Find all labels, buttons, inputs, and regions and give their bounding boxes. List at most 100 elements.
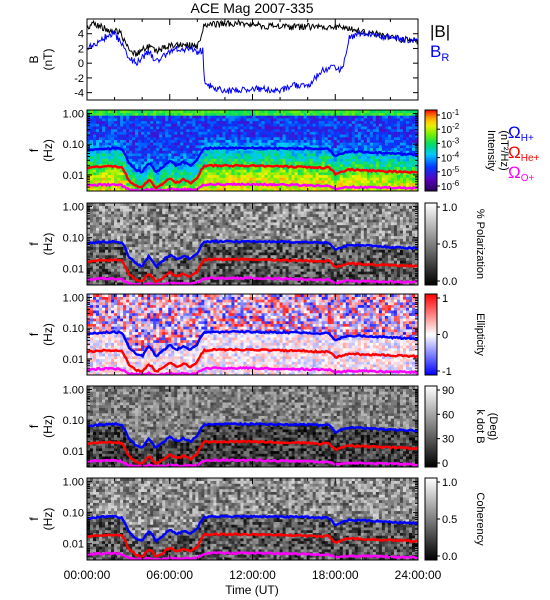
heatmap-cell <box>192 257 196 261</box>
heatmap-cell <box>165 260 169 264</box>
heatmap-cell <box>318 134 323 138</box>
heatmap-cell <box>357 120 362 124</box>
heatmap-cell <box>159 213 163 217</box>
heatmap-cell <box>225 155 229 159</box>
heatmap-cell <box>387 147 392 151</box>
heatmap-cell <box>183 139 187 143</box>
heatmap-cell <box>318 150 323 154</box>
heatmap-cell <box>141 134 145 138</box>
heatmap-cell <box>129 260 133 264</box>
heatmap-cell <box>399 115 404 119</box>
heatmap-cell <box>408 161 413 165</box>
heatmap-cell <box>99 145 103 149</box>
heatmap-cell <box>333 177 338 181</box>
heatmap-cell <box>378 126 383 130</box>
heatmap-cell <box>264 180 268 184</box>
heatmap-cell <box>87 230 91 234</box>
heatmap-cell <box>177 185 181 189</box>
heatmap-cell <box>273 161 277 165</box>
heatmap-cell <box>90 185 94 189</box>
heatmap-cell <box>300 172 304 176</box>
heatmap-cell <box>375 123 380 127</box>
heatmap-cell <box>186 182 190 186</box>
heatmap-cell <box>87 219 91 223</box>
heatmap-cell <box>96 274 100 278</box>
heatmap-cell <box>168 263 172 267</box>
heatmap-cell <box>270 185 274 189</box>
heatmap-cell <box>177 115 181 119</box>
heatmap-cell <box>285 128 289 132</box>
heatmap-cell <box>390 166 395 170</box>
heatmap-cell <box>267 166 271 170</box>
heatmap-cell <box>378 164 383 167</box>
heatmap-cell <box>210 241 214 245</box>
heatmap-cell <box>129 271 133 275</box>
heatmap-cell <box>87 112 91 116</box>
heatmap-cell <box>216 230 220 234</box>
heatmap-cell <box>141 145 145 149</box>
heatmap-cell <box>105 180 109 184</box>
heatmap-cell <box>225 279 229 283</box>
heatmap-cell <box>339 126 344 130</box>
heatmap-cell <box>243 118 247 122</box>
heatmap-cell <box>318 161 323 165</box>
heatmap-cell <box>147 166 151 170</box>
heatmap-cell <box>378 147 383 151</box>
heatmap-cell <box>324 185 329 189</box>
heatmap-cell <box>192 219 196 223</box>
heatmap-cell <box>381 172 386 176</box>
heatmap-cell <box>114 235 118 239</box>
heatmap-cell <box>192 227 196 231</box>
heatmap-cell <box>129 120 133 124</box>
heatmap-cell <box>264 120 268 124</box>
colorbar-tick-base: 10 <box>441 154 453 165</box>
heatmap-cell <box>213 188 217 191</box>
heatmap-cell <box>96 150 100 154</box>
heatmap-cell <box>99 282 103 285</box>
heatmap-cell <box>168 241 172 245</box>
heatmap-cell <box>141 110 145 113</box>
heatmap-cell <box>153 260 157 264</box>
heatmap-cell <box>312 177 316 181</box>
heatmap-cell <box>228 263 232 267</box>
heatmap-cell <box>336 169 341 173</box>
heatmap-cell <box>177 120 181 124</box>
heatmap-cell <box>384 158 389 162</box>
heatmap-cell <box>267 137 271 140</box>
heatmap-cell <box>144 147 148 151</box>
heatmap-cell <box>294 177 298 181</box>
heatmap-cell <box>138 161 142 165</box>
heatmap-cell <box>363 153 368 157</box>
heatmap-cell <box>147 177 151 181</box>
heatmap-cell <box>390 128 395 132</box>
heatmap-cell <box>327 123 332 127</box>
heatmap-cell <box>156 268 160 272</box>
heatmap-cell <box>201 180 205 184</box>
heatmap-cell <box>303 137 307 140</box>
heatmap-cell <box>333 139 338 143</box>
heatmap-cell <box>270 118 274 122</box>
heatmap-cell <box>273 166 277 170</box>
heatmap-cell <box>396 139 401 143</box>
heatmap-cell <box>201 279 205 283</box>
heatmap-cell <box>192 203 196 207</box>
heatmap-cell <box>153 174 157 178</box>
heatmap-cell <box>390 134 395 138</box>
heatmap-cell <box>225 205 229 209</box>
heatmap-cell <box>120 208 124 212</box>
heatmap-cell <box>339 128 344 132</box>
heatmap-cell <box>381 134 386 138</box>
heatmap-cell <box>87 150 91 154</box>
heatmap-cell <box>309 169 313 173</box>
heatmap-cell <box>153 241 157 245</box>
heatmap-cell <box>216 169 220 173</box>
heatmap-cell <box>219 142 223 146</box>
heatmap-cell <box>237 265 241 269</box>
heatmap-cell <box>177 265 181 269</box>
heatmap-cell <box>117 249 121 253</box>
heatmap-cell <box>174 227 178 231</box>
heatmap-cell <box>186 123 190 127</box>
heatmap-cell <box>165 153 169 157</box>
heatmap-cell <box>282 126 286 130</box>
heatmap-cell <box>168 161 172 165</box>
